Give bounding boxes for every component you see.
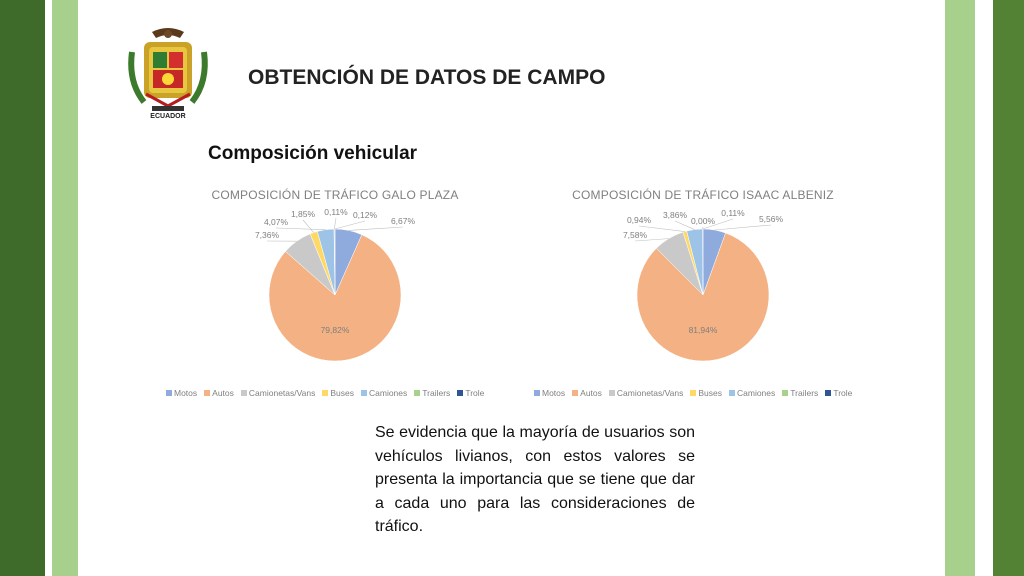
legend-swatch xyxy=(322,390,329,396)
data-label: 1,85% xyxy=(291,209,316,219)
legend-label: Autos xyxy=(580,388,602,398)
data-label: 6,67% xyxy=(391,216,416,226)
data-label: 0,94% xyxy=(627,215,652,225)
legend-swatch xyxy=(572,390,579,396)
legend-item: Buses xyxy=(690,388,722,398)
right-light-band xyxy=(945,0,975,576)
chart1-title: COMPOSICIÓN DE TRÁFICO GALO PLAZA xyxy=(211,188,459,202)
legend-item: Motos xyxy=(166,388,197,398)
slide-title: OBTENCIÓN DE DATOS DE CAMPO xyxy=(248,66,606,89)
legend-label: Camionetas/Vans xyxy=(248,388,316,398)
section-subtitle: Composición vehicular xyxy=(208,143,418,164)
data-label: 0,00% xyxy=(691,216,716,226)
legend-item: Motos xyxy=(534,388,565,398)
chart2-title: COMPOSICIÓN DE TRÁFICO ISAAC ALBENIZ xyxy=(572,188,834,202)
legend-label: Motos xyxy=(174,388,198,398)
leader-line xyxy=(348,226,404,231)
data-label: 0,11% xyxy=(324,207,348,217)
legend-label: Autos xyxy=(212,388,234,398)
legend-swatch xyxy=(414,390,421,396)
leader-line xyxy=(638,225,685,232)
chart2-legend: Motos Autos Camionetas/Vans Buses Camiones Tr… xyxy=(534,388,852,398)
data-label: 0,11% xyxy=(721,208,745,218)
legend-item: Camiones xyxy=(361,388,407,398)
leader-line xyxy=(714,224,772,231)
leader-line xyxy=(334,220,366,230)
legend-swatch xyxy=(361,390,367,396)
data-label: 4,07% xyxy=(264,217,289,227)
data-label: 0,12% xyxy=(353,210,378,220)
left-dark-band xyxy=(0,0,45,576)
legend-label: Trole xyxy=(465,388,485,398)
left-light-band xyxy=(52,0,78,576)
right-dark-band xyxy=(993,0,1024,576)
legend-label: Buses xyxy=(698,388,722,398)
chart2-pie: 5,56% 81,94% 7,58% 0,94% 3,86%0,00% 0,11% xyxy=(623,208,784,362)
legend-swatch xyxy=(534,390,540,396)
logo-text: ECUADOR xyxy=(150,113,185,120)
leader-line xyxy=(275,227,326,230)
pie-slice-autos xyxy=(636,232,770,362)
data-label: 79,82% xyxy=(321,325,350,335)
leader-line xyxy=(702,218,734,230)
legend-item: Trole xyxy=(825,388,852,398)
legend-swatch xyxy=(690,390,697,396)
legend-label: Camionetas/Vans xyxy=(616,388,684,398)
legend-swatch xyxy=(166,390,172,396)
legend-item: Camionetas/Vans xyxy=(608,388,684,398)
data-label: 3,86% xyxy=(663,210,688,220)
legend-swatch xyxy=(729,390,735,396)
legend-label: Buses xyxy=(330,388,354,398)
legend-swatch xyxy=(782,390,789,396)
legend-label: Motos xyxy=(542,388,566,398)
leader-line xyxy=(302,219,314,233)
data-label: 7,36% xyxy=(255,230,280,240)
legend-label: Trailers xyxy=(790,388,819,398)
legend-swatch xyxy=(457,390,464,396)
legend-label: Camiones xyxy=(737,388,776,398)
legend-item: Trailers xyxy=(414,388,450,398)
data-label: 81,94% xyxy=(689,325,718,335)
legend-swatch xyxy=(608,390,615,396)
legend-label: Camiones xyxy=(369,388,408,398)
legend-item: Trailers xyxy=(782,388,818,398)
legend-item: Autos xyxy=(204,388,234,398)
legend-swatch xyxy=(825,390,832,396)
conclusion-text: Se evidencia que la mayoría de usuarios … xyxy=(375,424,695,535)
coat-of-arms-logo: ECUADOR xyxy=(128,28,208,120)
legend-label: Trailers xyxy=(422,388,451,398)
data-label: 7,58% xyxy=(623,230,648,240)
leader-line xyxy=(674,220,695,230)
legend-item: Trole xyxy=(457,388,484,398)
legend-item: Camionetas/Vans xyxy=(240,388,316,398)
data-label: 5,56% xyxy=(759,214,784,224)
chart1-pie: 6,67% 79,82% 7,36% 1,85%4,07% 0,11% 0,12% xyxy=(255,207,416,362)
legend-item: Autos xyxy=(572,388,602,398)
legend-swatch xyxy=(204,390,211,396)
legend-swatch xyxy=(240,390,247,396)
legend-item: Camiones xyxy=(729,388,775,398)
leader-line xyxy=(634,238,669,242)
leader-line xyxy=(333,217,337,230)
legend-item: Buses xyxy=(322,388,354,398)
legend-label: Trole xyxy=(833,388,853,398)
chart1-legend: Motos Autos Camionetas/Vans Buses Camiones Tr… xyxy=(166,388,484,398)
